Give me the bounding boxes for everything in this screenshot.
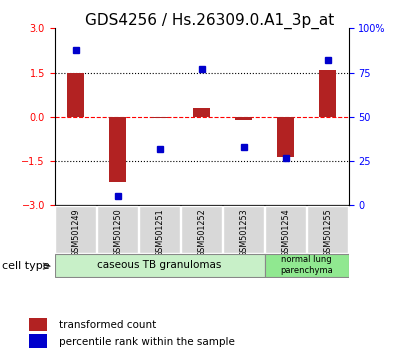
- Text: GSM501253: GSM501253: [239, 209, 248, 257]
- Bar: [277, 117, 294, 156]
- Text: GSM501251: GSM501251: [155, 209, 164, 257]
- Bar: [67, 73, 84, 117]
- Bar: [151, 117, 168, 118]
- Bar: [29, 334, 47, 348]
- Text: GSM501249: GSM501249: [71, 209, 80, 257]
- Text: GSM501252: GSM501252: [197, 209, 206, 257]
- Bar: [307, 206, 348, 253]
- Text: normal lung
parenchyma: normal lung parenchyma: [280, 256, 333, 275]
- Bar: [55, 206, 96, 253]
- Text: GSM501250: GSM501250: [113, 209, 122, 257]
- Bar: [55, 254, 265, 276]
- Bar: [29, 318, 47, 331]
- Text: caseous TB granulomas: caseous TB granulomas: [97, 260, 222, 270]
- Bar: [265, 254, 349, 276]
- Bar: [193, 108, 210, 117]
- Text: transformed count: transformed count: [59, 320, 156, 330]
- Bar: [235, 117, 252, 120]
- Text: cell type: cell type: [2, 261, 50, 271]
- Bar: [139, 206, 180, 253]
- Bar: [109, 117, 126, 182]
- Text: GSM501254: GSM501254: [281, 209, 290, 257]
- Bar: [97, 206, 138, 253]
- Text: percentile rank within the sample: percentile rank within the sample: [59, 337, 235, 347]
- Bar: [223, 206, 264, 253]
- Bar: [181, 206, 222, 253]
- Bar: [265, 206, 306, 253]
- Text: GDS4256 / Hs.26309.0.A1_3p_at: GDS4256 / Hs.26309.0.A1_3p_at: [85, 12, 335, 29]
- Bar: [319, 70, 336, 117]
- Text: GSM501255: GSM501255: [323, 209, 332, 257]
